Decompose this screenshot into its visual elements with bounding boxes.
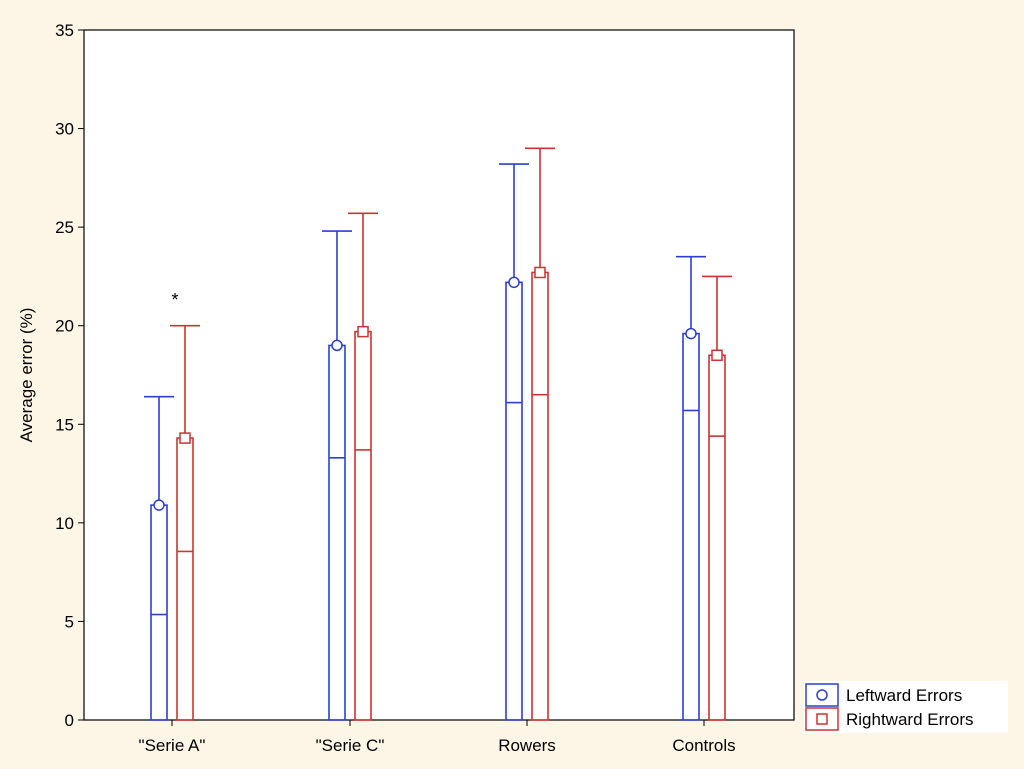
legend-marker-square <box>816 713 828 725</box>
data-point-marker <box>711 349 723 362</box>
y-axis-label: Average error (%) <box>17 308 36 443</box>
legend-marker-circle <box>816 689 828 701</box>
plot-area <box>83 29 795 721</box>
y-tick-label: 0 <box>65 711 74 730</box>
data-point-marker <box>534 266 546 279</box>
annotation: * <box>171 290 178 310</box>
legend-swatch <box>805 707 839 731</box>
x-tick-label: "Serie A" <box>139 736 206 755</box>
data-point-marker <box>357 325 369 338</box>
y-tick-label: 30 <box>55 120 74 139</box>
data-point-marker <box>508 276 520 289</box>
legend-label: Leftward Errors <box>846 686 962 705</box>
y-tick-label: 20 <box>55 317 74 336</box>
y-tick-label: 10 <box>55 514 74 533</box>
y-tick-label: 15 <box>55 415 74 434</box>
x-tick-label: Rowers <box>498 736 556 755</box>
legend: Leftward Errors Rightward Errors <box>804 681 1008 733</box>
data-point-marker <box>179 432 191 444</box>
legend-swatch <box>805 683 839 707</box>
x-tick-label: Controls <box>672 736 735 755</box>
data-point-marker <box>331 339 343 352</box>
legend-label: Rightward Errors <box>846 710 974 729</box>
data-point-marker <box>153 499 165 511</box>
y-tick-label: 5 <box>65 612 74 631</box>
y-tick-label: 25 <box>55 218 74 237</box>
chart-marks: 0 5 10 15 20 25 30 35 "Serie A" "Serie C" Rowers Co… <box>55 21 736 755</box>
y-tick-label: 35 <box>55 21 74 40</box>
data-point-marker <box>685 327 697 340</box>
x-tick-label: "Serie C" <box>316 736 385 755</box>
